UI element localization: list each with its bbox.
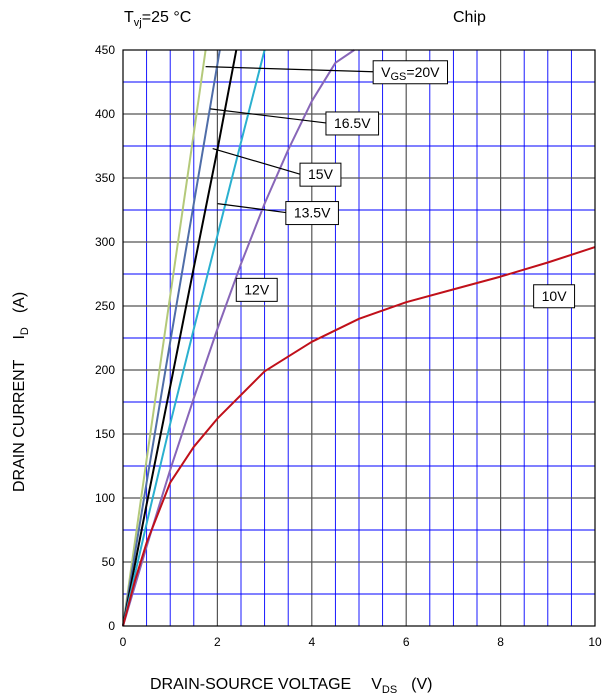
condition-prefix: T — [124, 9, 134, 26]
condition-label: Tvj=25 °C — [124, 9, 191, 29]
annotation-box — [372, 60, 449, 85]
y-tick-label: 250 — [95, 299, 115, 313]
series-line-10V — [122, 246, 596, 627]
annotations: VGS=20V 16.5V 15V 13.5V 12V 10V — [205, 60, 576, 309]
y-axis-label: DRAIN CURRENT ID (A) — [11, 292, 31, 492]
annotation-leader — [210, 108, 327, 124]
annotation-label: 16.5V — [334, 115, 371, 131]
x-tick-label: 4 — [308, 635, 315, 649]
grid — [123, 50, 595, 626]
series-line-16_5V — [122, 49, 238, 627]
y-tick-label: 0 — [108, 619, 115, 633]
condition-value: =25 °C — [142, 9, 192, 26]
x-tick-label: 10 — [588, 635, 602, 649]
annotation-box — [325, 111, 380, 136]
y-axis-symbol: I — [11, 335, 28, 339]
annotation-label-sub: GS — [391, 71, 407, 83]
series-line-18V — [122, 49, 221, 627]
y-tick-label: 450 — [95, 43, 115, 57]
x-axis-unit: (V) — [411, 676, 432, 693]
annotation-box — [235, 277, 278, 302]
annotation-10V: 10V — [533, 284, 576, 309]
annotation-label: 13.5V — [294, 205, 331, 221]
annotation-box — [533, 284, 576, 309]
x-tick-label: 0 — [120, 635, 127, 649]
plot-frame — [122, 49, 596, 627]
y-tick-label: 400 — [95, 107, 115, 121]
annotation-leader — [205, 66, 374, 73]
scope-label: Chip — [453, 9, 486, 26]
series-line-15V — [122, 49, 266, 627]
annotation-label-main: =20V — [406, 64, 440, 80]
annotation-label: 10V — [542, 288, 568, 304]
x-axis-label: DRAIN-SOURCE VOLTAGE VDS (V) — [150, 676, 433, 696]
y-tick-label: 150 — [95, 427, 115, 441]
annotation-leader — [217, 203, 286, 214]
annotation-16_5V: 16.5V — [210, 108, 380, 136]
series-line-20V — [122, 49, 207, 627]
y-axis-symbol-sub: D — [19, 327, 31, 335]
series-group — [122, 49, 596, 627]
annotation-box — [285, 201, 339, 226]
x-axis-symbol-sub: DS — [382, 684, 397, 696]
y-tick-label: 50 — [102, 555, 116, 569]
x-tick-label: 8 — [497, 635, 504, 649]
x-axis-symbol: V — [371, 676, 382, 693]
annotation-box — [299, 162, 342, 187]
x-tick-label: 2 — [214, 635, 221, 649]
annotation-label-prefix: V — [381, 64, 391, 80]
x-tick-label: 6 — [403, 635, 410, 649]
annotation-leader — [212, 147, 301, 175]
y-tick-label: 200 — [95, 363, 115, 377]
condition-sub: vj — [134, 17, 142, 29]
annotation-15V: 15V — [212, 147, 342, 187]
annotation-13_5V: 13.5V — [217, 201, 339, 226]
y-tick-label: 350 — [95, 171, 115, 185]
annotation-label: VGS=20V — [381, 64, 440, 83]
series-line-13_5V — [122, 49, 355, 627]
annotation-12V: 12V — [235, 277, 278, 302]
y-axis-title: DRAIN CURRENT — [11, 359, 28, 492]
x-axis-title: DRAIN-SOURCE VOLTAGE — [150, 676, 351, 693]
y-tick-label: 300 — [95, 235, 115, 249]
annotation-20V: VGS=20V — [205, 60, 449, 85]
annotation-label: 15V — [308, 166, 334, 182]
y-axis-unit: (A) — [11, 292, 28, 313]
y-tick-label: 100 — [95, 491, 115, 505]
annotation-label: 12V — [244, 281, 270, 297]
